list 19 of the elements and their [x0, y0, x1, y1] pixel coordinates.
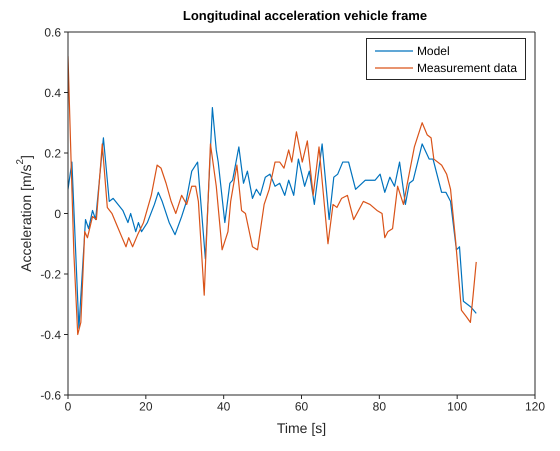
- x-tick-label: 80: [372, 400, 386, 414]
- y-tick-label: 0.6: [44, 25, 62, 40]
- x-tick-label: 120: [524, 400, 546, 414]
- y-tick-label: 0.2: [44, 146, 62, 160]
- y-tick-label: 0: [54, 206, 62, 221]
- y-tick-label: -0.2: [40, 267, 62, 282]
- x-tick-label: 0: [64, 400, 72, 414]
- x-tick-label: 60: [294, 400, 308, 414]
- legend-label: Model: [416, 44, 450, 58]
- line-series: [68, 107, 477, 330]
- y-tick-label: -0.4: [40, 328, 62, 342]
- x-tick-label: 20: [139, 400, 153, 414]
- x-axis-title: Time [s]: [276, 420, 326, 436]
- y-tick-label: -0.6: [40, 388, 62, 402]
- y-tick-label: 0.4: [44, 86, 62, 100]
- x-tick-label: 40: [216, 400, 231, 414]
- chart-title: Longitudinal acceleration vehicle frame: [182, 8, 428, 23]
- x-tick-label: 100: [447, 400, 468, 414]
- legend-label: Measurement data: [416, 60, 517, 74]
